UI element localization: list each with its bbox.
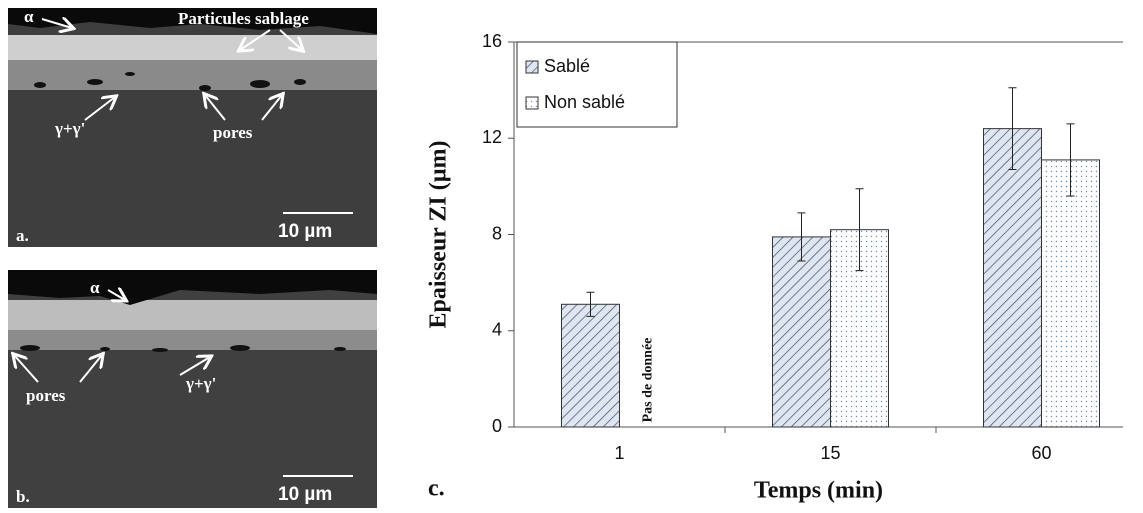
y-tick-label: 0 bbox=[492, 416, 502, 436]
panel-label: a. bbox=[16, 226, 29, 245]
error-bar bbox=[1066, 123, 1075, 197]
y-tick-label: 4 bbox=[492, 320, 502, 340]
label: γ+γ' bbox=[54, 119, 85, 138]
chart: 0 4 8 12 16 1 15 60 Pas de donnée Sablé Non sablé E… bbox=[426, 31, 1123, 504]
error-bar bbox=[797, 212, 806, 262]
error-bar bbox=[586, 291, 595, 317]
legend-swatch bbox=[525, 96, 539, 110]
scale-bar-label: 10 µm bbox=[278, 484, 332, 505]
legend-label: Sablé bbox=[544, 56, 590, 76]
panel-label: c. bbox=[428, 476, 445, 502]
x-axis-title: Temps (min) bbox=[754, 478, 883, 504]
x-tick-label: 60 bbox=[1031, 443, 1051, 463]
label: α bbox=[24, 7, 34, 26]
bar bbox=[1041, 159, 1100, 428]
x-tick-label: 15 bbox=[820, 443, 840, 463]
bar bbox=[561, 303, 620, 428]
scale-bar-label: 10 µm bbox=[278, 221, 332, 242]
label: γ+γ' bbox=[185, 374, 216, 393]
label: pores bbox=[26, 386, 66, 405]
x-tick-label: 1 bbox=[614, 443, 624, 463]
annotation: Pas de donnée bbox=[641, 338, 656, 423]
panel-label: b. bbox=[16, 487, 30, 506]
y-tick-label: 16 bbox=[482, 31, 502, 51]
micrograph-b: α pores γ+γ' 10 µm b. bbox=[8, 270, 377, 508]
y-axis-title: Epaisseur ZI (µm) bbox=[426, 140, 452, 328]
label: α bbox=[90, 278, 100, 297]
y-tick-label: 12 bbox=[482, 127, 502, 147]
y-tick-label: 8 bbox=[492, 223, 502, 243]
legend-swatch bbox=[525, 60, 539, 74]
error-bar bbox=[1008, 87, 1017, 171]
legend-box bbox=[516, 41, 678, 128]
micrograph-a: α Particules sablage γ+γ' pores 10 µm a. bbox=[8, 7, 377, 247]
error-bar bbox=[855, 188, 864, 272]
bar bbox=[772, 236, 831, 428]
label: Particules sablage bbox=[178, 9, 309, 28]
label: pores bbox=[213, 123, 253, 142]
bar bbox=[983, 128, 1042, 428]
legend-label: Non sablé bbox=[544, 92, 625, 112]
